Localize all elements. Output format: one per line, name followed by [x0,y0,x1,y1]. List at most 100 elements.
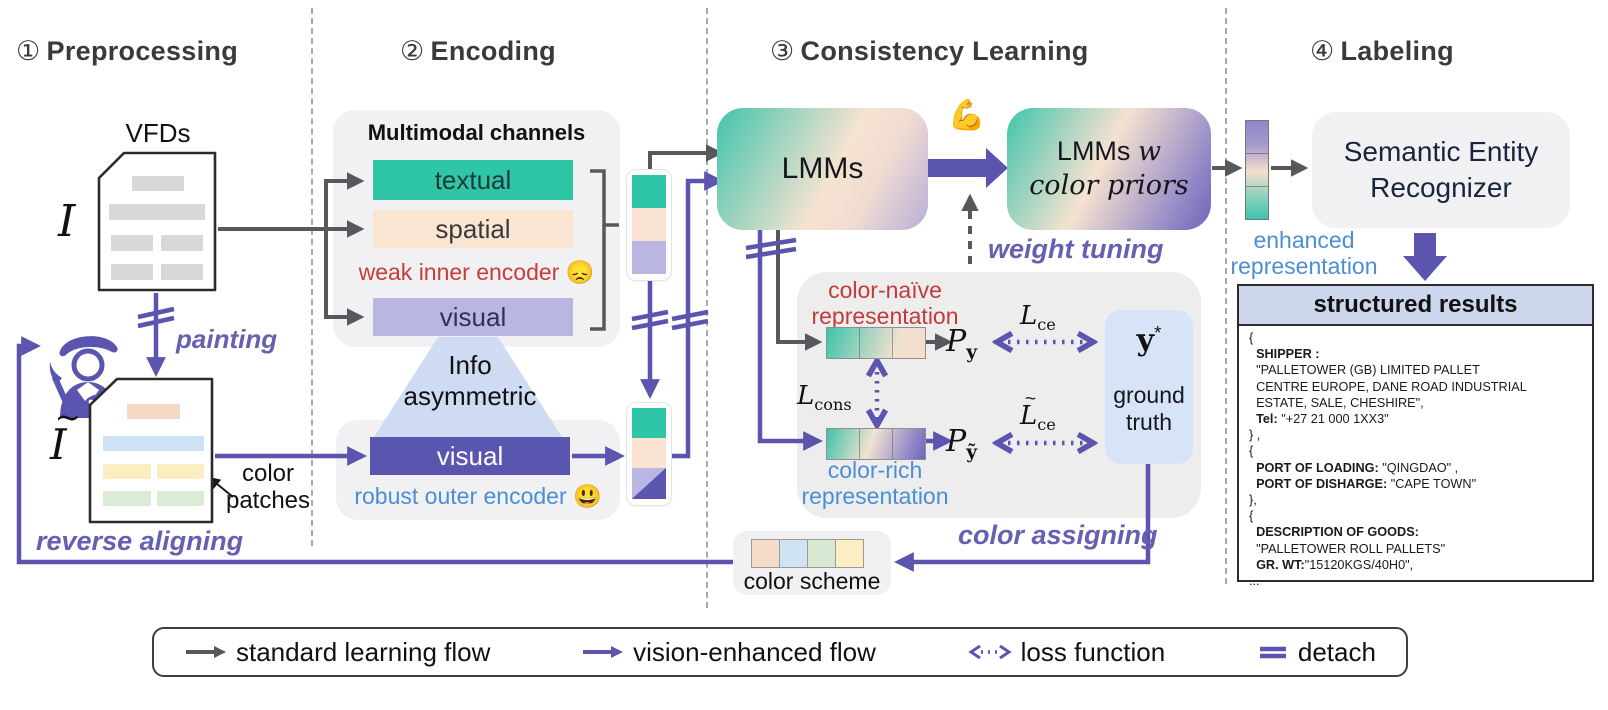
color-rich-representation-bar [826,428,926,460]
gray-arrow-icon [186,646,226,658]
py-symbol: Py [946,324,977,363]
multimodal-title: Multimodal channels [367,120,586,145]
structured-results-line: { [1249,331,1254,345]
channel-visual-outer: visual [370,437,570,475]
structured-results-line: GR. WT:"15120KGS/40H0", [1256,557,1414,572]
structured-results-line: ... [1249,574,1260,589]
purple-arrow-icon [583,646,624,658]
semantic-entity-recognizer-box: Semantic Entity Recognizer [1312,112,1570,228]
lcons-symbol: Lcons [797,381,852,415]
structured-results-line: } , [1249,428,1261,443]
color-swatch [751,539,780,568]
structured-results-line: "PALLETOWER ROLL PALLETS" [1249,541,1446,556]
structured-results-line: ESTATE, SALE, CHESHIRE", [1249,395,1424,410]
section-divider-1 [311,8,313,546]
multimodal-token-stack [627,170,671,280]
section-number: ③ [770,36,795,66]
structured-results-line: }, [1249,493,1257,508]
structured-results-line: { [1249,444,1254,459]
color-swatch [835,539,864,568]
color-naive-label: color-naïve representation [811,277,959,329]
token-cell-spatial [632,208,666,241]
token-cell-spatial [632,438,666,468]
token-cell-visual-mixed [632,468,666,499]
section-header-consistency: ③ Consistency Learning [770,36,1089,67]
legend-item-loss-function: loss function [967,636,1166,668]
section-title: Labeling [1340,36,1454,66]
section-header-labeling: ④ Labeling [1310,36,1454,67]
color-rich-label: color-rich representation [801,457,949,509]
structured-results-line: "PALLETOWER (GB) LIMITED PALLET [1249,363,1480,378]
vfd-document [97,151,217,292]
legend-label: standard learning flow [236,636,491,667]
structured-results-line: { [1249,509,1254,524]
section-number: ② [400,36,425,66]
color-patches-label: color patches [225,460,311,514]
structured-results-line: SHIPPER : [1256,347,1320,362]
section-header-encoding: ② Encoding [400,36,556,67]
muscle-emoji: 💪 [948,99,986,132]
enhanced-representation-label: enhanced representation [1230,227,1378,279]
section-title: Consistency Learning [800,36,1089,66]
structured-results-line: Tel: "+27 21 000 1XX3" [1256,412,1389,427]
token-cell-textual [632,175,666,208]
section-header-preprocessing: ① Preprocessing [16,36,238,67]
painted-image-symbol: ~ I [50,400,82,469]
lmms-color-priors-box: LMMs w color priors [1007,108,1211,230]
legend-item-standard-flow: standard learning flow [184,637,490,668]
detach-icon [1259,646,1286,659]
structured-results-line: CENTRE EUROPE, DANE ROAD INDUSTRIAL [1249,379,1527,394]
lmms-tuning-thick-arrow [928,148,1008,188]
legend-label: detach [1297,636,1376,667]
lce-tilde-symbol: ~ Lce [1020,387,1056,435]
weight-tuning-label: weight tuning [988,234,1164,264]
color-assigning-label: color assigning [958,520,1158,550]
vfds-label: VFDs [125,118,191,148]
token-cell-textual [632,408,666,438]
lmms-box: LMMs [717,108,928,230]
ground-truth-box: y* ground truth [1105,310,1193,464]
ser-output-thick-arrow [1403,233,1447,281]
channel-textual: textual [373,160,573,200]
section-number: ④ [1310,36,1335,66]
dotted-double-arrow-icon [967,644,1012,660]
color-swatch [807,539,836,568]
robust-encoder-label: robust outer encoder 😃 [354,483,602,509]
section-number: ① [16,36,41,66]
sad-face-emoji: 😞 [565,259,595,285]
color-scheme-label: color scheme [743,568,881,594]
legend-item-detach: detach [1256,637,1376,668]
info-asymmetric-label: Info asymmetric [403,350,537,411]
channel-spatial: spatial [373,210,573,248]
painting-label: painting [176,324,278,354]
section-divider-3 [1225,8,1227,584]
weak-encoder-label: weak inner encoder 😞 [358,259,595,285]
painted-document [88,377,214,524]
section-title: Preprocessing [46,36,238,66]
channel-visual-inner: visual [373,298,573,336]
document-text-bars [109,176,205,280]
legend-label: loss function [1020,636,1166,667]
section-divider-2 [706,8,708,608]
structured-results-line: PORT OF DISHARGE: "CAPE TOWN" [1256,476,1477,491]
lce-symbol: Lce [1020,301,1056,335]
reverse-aligning-label: reverse aligning [36,526,244,556]
enhanced-token [1245,120,1269,220]
structured-results-box: structured results { SHIPPER : "PALLETOW… [1237,284,1594,588]
grinning-face-emoji: 😃 [573,483,602,509]
section-title: Encoding [430,36,556,66]
structured-results-line: DESCRIPTION OF GOODS: [1256,525,1419,540]
color-swatch [779,539,808,568]
color-scheme-swatches [751,539,864,568]
legend-box: standard learning flow vision-enhanced f… [152,627,1408,677]
token-cell-visual [632,241,666,274]
legend-item-vision-flow: vision-enhanced flow [581,637,876,668]
color-naive-representation-bar [826,327,926,359]
image-symbol: I [58,196,76,247]
legend-label: vision-enhanced flow [633,636,876,667]
vision-enhanced-token-stack [627,403,671,505]
structured-results-body: { SHIPPER : "PALLETOWER (GB) LIMITED PAL… [1239,326,1592,593]
structured-results-line: PORT OF LOADING: "QINGDAO" , [1256,460,1459,475]
structured-results-title: structured results [1239,286,1592,326]
